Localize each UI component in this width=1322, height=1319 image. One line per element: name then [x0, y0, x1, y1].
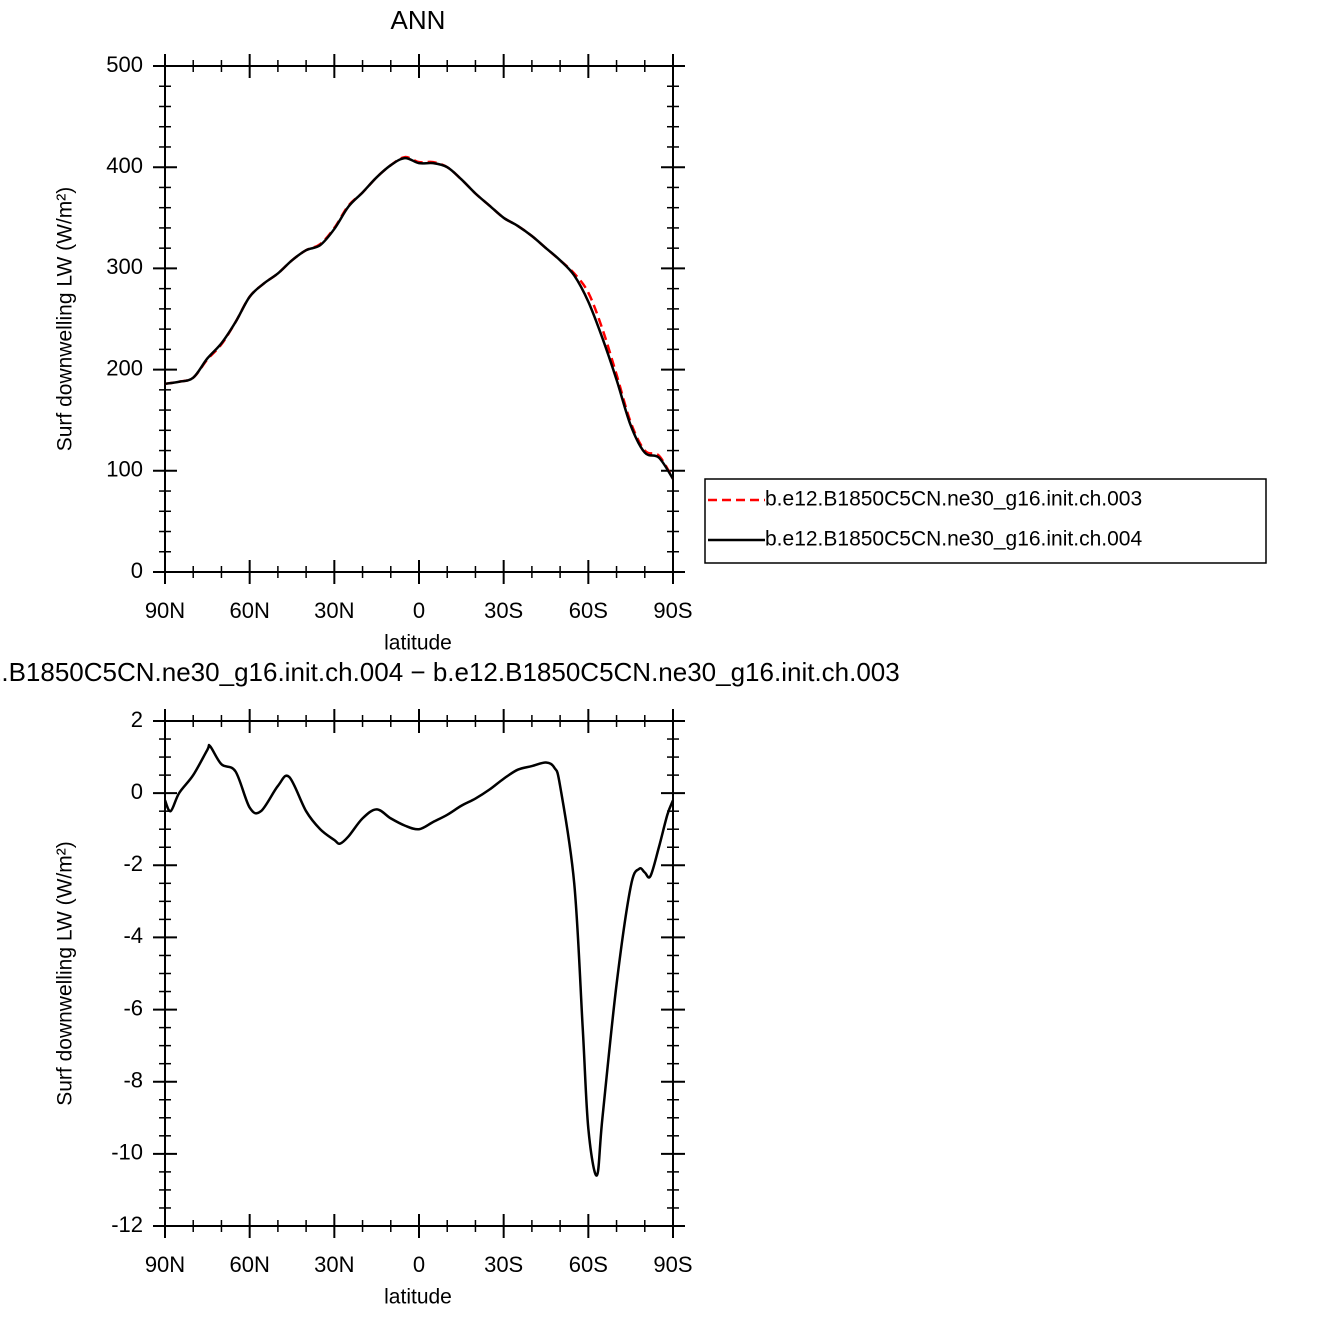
x-tick-label: 90N [145, 598, 185, 623]
legend-label: b.e12.B1850C5CN.ne30_g16.init.ch.003 [765, 488, 1142, 511]
y-tick-label: -10 [111, 1140, 143, 1165]
y-tick-label: -8 [123, 1068, 143, 1093]
x-tick-label: 30S [484, 1252, 523, 1277]
y-axis-label: Surf downwelling LW (W/m²) [54, 841, 77, 1106]
data-line [164, 156, 675, 480]
x-axis-label: latitude [384, 1286, 452, 1309]
y-tick-label: 0 [131, 558, 143, 583]
y-axis-label: Surf downwelling LW (W/m²) [54, 187, 77, 452]
y-tick-label: -6 [123, 995, 143, 1020]
y-tick-label: 500 [106, 52, 143, 77]
x-tick-label: 60N [229, 1252, 269, 1277]
x-tick-label: 30S [484, 598, 523, 623]
y-tick-label: 200 [106, 355, 143, 380]
data-line [163, 743, 675, 1177]
data-line [164, 155, 675, 480]
x-tick-label: 30N [314, 1252, 354, 1277]
x-tick-label: 90S [653, 598, 692, 623]
x-tick-label: 0 [413, 598, 425, 623]
legend-box [704, 478, 1267, 564]
x-tick-label: 90S [653, 1252, 692, 1277]
y-tick-label: -4 [123, 923, 143, 948]
x-tick-label: 30N [314, 598, 354, 623]
x-tick-label: 60N [229, 598, 269, 623]
x-tick-label: 60S [569, 598, 608, 623]
x-tick-label: 0 [413, 1252, 425, 1277]
y-tick-label: 100 [106, 457, 143, 482]
y-tick-label: 400 [106, 153, 143, 178]
chart-title: ANN [391, 5, 446, 35]
x-tick-label: 60S [569, 1252, 608, 1277]
x-axis-label: latitude [384, 632, 452, 655]
y-tick-label: -12 [111, 1212, 143, 1237]
y-tick-label: 0 [131, 779, 143, 804]
plot-frame [164, 65, 674, 573]
y-tick-label: 300 [106, 254, 143, 279]
y-tick-label: -2 [123, 851, 143, 876]
chart-title: b.e12.B1850C5CN.ne30_g16.init.ch.004 − b… [0, 657, 900, 687]
y-tick-label: 2 [131, 707, 143, 732]
legend-label: b.e12.B1850C5CN.ne30_g16.init.ch.004 [765, 528, 1142, 551]
x-tick-label: 90N [145, 1252, 185, 1277]
plot-frame [164, 720, 674, 1227]
